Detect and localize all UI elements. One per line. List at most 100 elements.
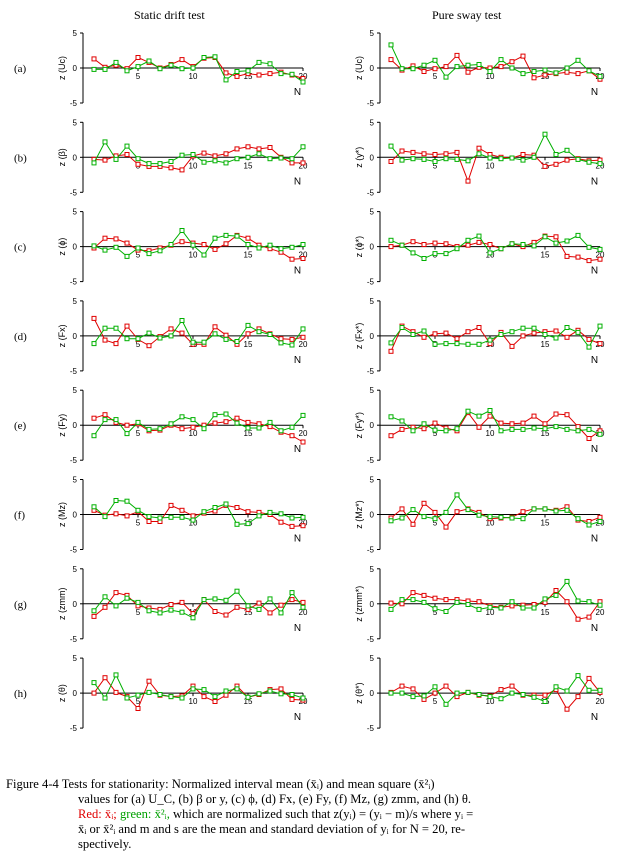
sway-g-xtick-label: 15 [541, 608, 550, 617]
static-b-green-point [157, 161, 163, 167]
sway-f-green-point [443, 509, 449, 515]
sway-h-green-point [597, 687, 603, 693]
static-c-green-point [245, 242, 251, 247]
sway-b-green-point [465, 158, 471, 164]
sway-a-green-point [531, 69, 537, 74]
static-c-green-point [146, 251, 152, 257]
sway-g-ylabel: z (zmm*) [354, 586, 364, 622]
static-a-green-point [212, 54, 218, 60]
static-e-ytick-label: 5 [73, 386, 78, 395]
sway-d-green-point [509, 329, 515, 335]
sway-g-green-point [465, 602, 471, 607]
sway-d-green-point [443, 341, 449, 347]
sway-c-red-point [388, 244, 394, 250]
sway-f-red-point [520, 509, 526, 515]
static-d-red-point [102, 337, 108, 343]
panel-label-c: (c) [14, 242, 27, 254]
static-f-red-point [278, 519, 284, 525]
sway-f-green-point [542, 506, 548, 512]
static-e-red-point [267, 424, 273, 430]
sway-a-green-point [498, 57, 504, 63]
static-h-green-point [256, 691, 262, 697]
static-b-red-point [179, 167, 185, 173]
static-e-green-point [190, 417, 196, 423]
static-g-green-point [102, 594, 108, 600]
sway-h-ytick-label: 0 [370, 689, 375, 698]
sway-f-xtick-label: 15 [541, 519, 550, 528]
sway-c-green-point [531, 243, 537, 249]
sway-b-green-point [520, 157, 526, 163]
sway-h-green-point [509, 690, 515, 696]
sway-e-green-point [454, 426, 460, 432]
sway-b-green-point [597, 161, 603, 167]
static-g-ytick-label: 0 [73, 600, 78, 609]
static-e-green-point [289, 424, 295, 430]
panel-label-b: (b) [14, 152, 27, 164]
static-d-red-point [223, 332, 229, 338]
sway-d-red-point [520, 333, 526, 339]
static-h-xlabel: N [294, 712, 301, 723]
panel-label-a: (a) [14, 63, 27, 75]
static-e-green-point [168, 421, 174, 427]
sway-f-ylabel: z (Mz*) [354, 500, 364, 529]
sway-c-green-point [421, 256, 427, 261]
sway-f-green-point [465, 507, 471, 513]
static-a-ylabel: z (Uc) [57, 56, 67, 80]
sway-c-ytick-label: 0 [370, 243, 375, 252]
static-h-green-point [300, 695, 306, 701]
sway-a-green-point [564, 65, 570, 71]
static-h-red-point [289, 696, 295, 702]
sway-b-green-point [421, 156, 427, 162]
static-e-xtick-label: 5 [136, 429, 141, 438]
static-g-green-point [245, 603, 251, 609]
sway-h-green-point [465, 689, 471, 695]
static-d-green-point [300, 326, 306, 332]
sway-b-red-point [564, 157, 570, 163]
sway-d-red-point [564, 334, 570, 340]
sway-c-green-point [487, 250, 493, 256]
sway-c-green-point [498, 246, 504, 252]
sway-a-xtick-label: 10 [486, 72, 495, 81]
sway-c-red-point [410, 239, 416, 245]
sway-a-green-point [388, 42, 394, 48]
sway-a-green-point [410, 66, 416, 72]
sway-e-ytick-label: -5 [367, 456, 375, 465]
figure-caption: Figure 4-4 Tests for stationarity: Norma… [6, 777, 616, 852]
static-c-red-point [223, 241, 229, 247]
sway-h-xtick-label: 10 [486, 697, 495, 706]
sway-d-red-point [388, 348, 394, 354]
sway-a-green-point [465, 62, 471, 68]
static-b-xtick-label: 20 [299, 161, 308, 170]
static-c-xtick-label: 20 [299, 251, 308, 260]
sway-c-green-point [432, 251, 438, 257]
sway-g-ytick-label: 5 [370, 565, 375, 574]
static-c-green-point [190, 242, 196, 248]
sway-a-red-point [443, 64, 449, 70]
sway-g-green-point [432, 606, 438, 612]
sway-h-green-point [586, 687, 592, 693]
static-g-xtick-label: 15 [244, 608, 253, 617]
sway-a-ylabel: z (Uc) [354, 56, 364, 80]
sway-g-green-point [443, 609, 449, 614]
static-e-green-point [234, 420, 240, 426]
static-c-green-point [300, 242, 306, 247]
sway-h-green-point [542, 699, 548, 704]
static-f-xtick-label: 20 [299, 519, 308, 528]
static-a-red-point [267, 71, 273, 77]
static-f-ylabel: z (Mz) [57, 502, 67, 527]
sway-a-green-point [476, 62, 482, 67]
static-d-green-point [234, 339, 240, 344]
sway-e-green-point [443, 428, 449, 434]
static-h-green-point [223, 688, 229, 694]
static-e-red-point [300, 439, 306, 445]
sway-b-green-point [586, 159, 592, 165]
sway-e-red-point [586, 436, 592, 441]
sway-g-green-point [597, 602, 603, 608]
sway-f-green-point [487, 514, 493, 520]
sway-d-green-point [575, 329, 581, 335]
static-e-red-point [179, 426, 185, 432]
sway-e-xtick-label: 5 [433, 429, 438, 438]
sway-b-red-point [388, 159, 394, 164]
static-a-green-point [179, 66, 185, 72]
static-a-xtick-label: 10 [189, 72, 198, 81]
